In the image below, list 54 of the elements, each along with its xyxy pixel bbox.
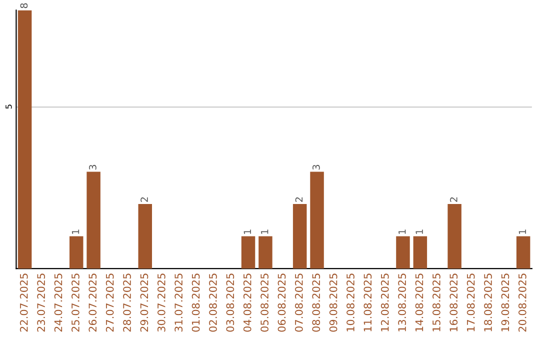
bar bbox=[241, 236, 256, 269]
bar bbox=[413, 236, 428, 269]
bar bbox=[292, 204, 307, 269]
x-tick-label: 08.08.2025 bbox=[312, 274, 320, 332]
data-label: 8 bbox=[20, 3, 28, 8]
x-tick-label: 02.08.2025 bbox=[209, 274, 217, 332]
x-tick-label: 06.08.2025 bbox=[278, 274, 286, 332]
x-tick-label: 31.07.2025 bbox=[174, 274, 183, 332]
x-tick-label: 29.07.2025 bbox=[140, 274, 148, 332]
x-tick-label: 17.08.2025 bbox=[466, 274, 475, 332]
bar bbox=[86, 172, 100, 269]
x-tick-label: 25.07.2025 bbox=[72, 274, 80, 332]
x-tick-label: 07.08.2025 bbox=[294, 274, 303, 332]
x-tick-label: 13.08.2025 bbox=[398, 274, 406, 332]
data-label: 1 bbox=[72, 230, 80, 234]
x-tick-label: 26.07.2025 bbox=[88, 274, 97, 332]
bar bbox=[448, 204, 462, 269]
x-tick-label: 22.07.2025 bbox=[20, 274, 28, 332]
x-tick-label: 11.08.2025 bbox=[364, 274, 372, 332]
x-tick-label: 30.07.2025 bbox=[157, 274, 166, 332]
x-tick-label: 14.08.2025 bbox=[415, 274, 424, 332]
x-tick-label: 18.08.2025 bbox=[484, 274, 492, 332]
x-tick-label: 20.08.2025 bbox=[518, 274, 526, 332]
data-label: 1 bbox=[416, 230, 423, 234]
data-label: 1 bbox=[261, 230, 268, 234]
x-tick-label: 01.08.2025 bbox=[192, 274, 200, 332]
bar bbox=[516, 236, 530, 269]
bar bbox=[138, 204, 152, 269]
data-label: 1 bbox=[244, 230, 251, 234]
bar bbox=[69, 236, 84, 269]
bar bbox=[310, 172, 324, 269]
data-label: 3 bbox=[89, 164, 96, 170]
x-tick-label: 27.07.2025 bbox=[106, 274, 114, 332]
x-tick-label: 23.07.2025 bbox=[37, 274, 46, 332]
data-label: 3 bbox=[312, 164, 320, 170]
x-tick-label: 24.07.2025 bbox=[54, 274, 62, 332]
x-tick-label: 12.08.2025 bbox=[380, 274, 389, 332]
data-label: 1 bbox=[518, 230, 526, 234]
data-label: 2 bbox=[140, 197, 148, 202]
x-tick-label: 19.08.2025 bbox=[501, 274, 510, 332]
x-tick-label: 09.08.2025 bbox=[329, 274, 338, 332]
y-tick-label: 5 bbox=[6, 104, 12, 109]
x-tick-label: 16.08.2025 bbox=[450, 274, 458, 332]
x-tick-label: 15.08.2025 bbox=[432, 274, 440, 332]
x-tick-label: 03.08.2025 bbox=[226, 274, 234, 332]
data-label: 1 bbox=[398, 230, 406, 234]
x-tick-label: 05.08.2025 bbox=[260, 274, 268, 332]
x-tick-label: 28.07.2025 bbox=[123, 274, 131, 332]
data-label: 2 bbox=[450, 197, 458, 202]
x-tick-label: 04.08.2025 bbox=[243, 274, 252, 332]
data-label: 2 bbox=[295, 197, 303, 202]
bar bbox=[258, 236, 272, 269]
bar bbox=[396, 236, 410, 269]
x-tick-label: 10.08.2025 bbox=[346, 274, 354, 332]
